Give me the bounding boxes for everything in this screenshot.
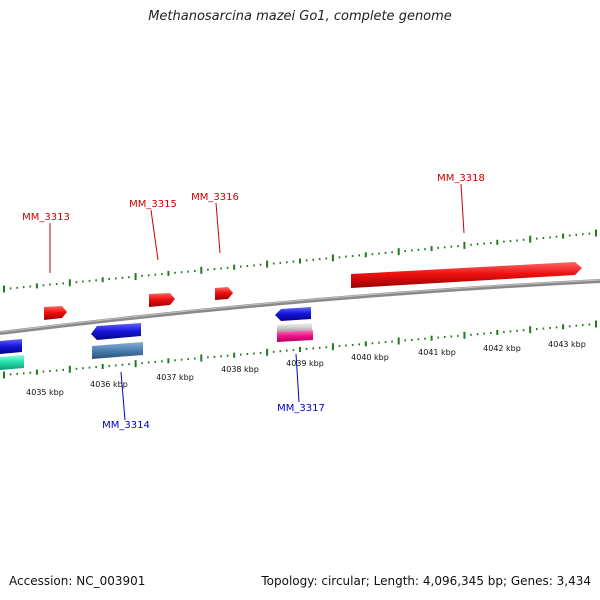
gene-mm3318-arrow[interactable] xyxy=(351,262,582,288)
gene-mm3314-feature[interactable] xyxy=(92,342,143,359)
genome-backbone xyxy=(0,279,600,335)
gene-left-edge-arrow[interactable] xyxy=(0,339,22,354)
gene-mm3317-feature-pink[interactable] xyxy=(277,330,313,342)
scale-label-4038: 4038 kbp xyxy=(221,365,259,374)
scale-label-4035: 4035 kbp xyxy=(26,388,64,397)
label-leader-mm3314 xyxy=(120,371,126,421)
accession-text: Accession: NC_003901 xyxy=(9,574,146,588)
gene-mm3317-feature-grey[interactable] xyxy=(277,323,312,332)
scale-label-4039: 4039 kbp xyxy=(286,359,324,368)
gene-mm3315-arrow[interactable] xyxy=(149,293,175,307)
genome-summary-text: Topology: circular; Length: 4,096,345 bp… xyxy=(261,574,591,588)
gene-mm3317-arrow[interactable] xyxy=(275,307,311,321)
scale-label-4043: 4043 kbp xyxy=(548,340,586,349)
label-leader-mm3315 xyxy=(150,209,159,261)
gene-label-mm3316[interactable]: MM_3316 xyxy=(191,192,239,203)
inner-tick-ring xyxy=(3,320,597,379)
outer-tick-ring xyxy=(3,229,597,293)
scale-label-4037: 4037 kbp xyxy=(156,373,194,382)
gene-mm3314-arrow[interactable] xyxy=(91,323,141,340)
label-leader-mm3316 xyxy=(215,202,221,254)
scale-label-4042: 4042 kbp xyxy=(483,344,521,353)
label-leader-mm3318 xyxy=(460,183,465,234)
gene-label-mm3314[interactable]: MM_3314 xyxy=(102,420,150,431)
gene-label-mm3318[interactable]: MM_3318 xyxy=(437,173,485,184)
gene-label-mm3317[interactable]: MM_3317 xyxy=(277,403,325,414)
scale-label-4040: 4040 kbp xyxy=(351,353,389,362)
gene-mm3316-arrow[interactable] xyxy=(215,287,233,300)
label-leader-mm3317 xyxy=(295,353,300,403)
gene-label-mm3313[interactable]: MM_3313 xyxy=(22,212,70,223)
gene-mm3313-arrow[interactable] xyxy=(44,306,67,320)
scale-label-4036: 4036 kbp xyxy=(90,380,128,389)
gene-label-mm3315[interactable]: MM_3315 xyxy=(129,199,177,210)
genome-title: Methanosarcina mazei Go1, complete genom… xyxy=(148,9,452,24)
scale-label-4041: 4041 kbp xyxy=(418,348,456,357)
gene-left-edge-feature[interactable] xyxy=(0,355,24,370)
